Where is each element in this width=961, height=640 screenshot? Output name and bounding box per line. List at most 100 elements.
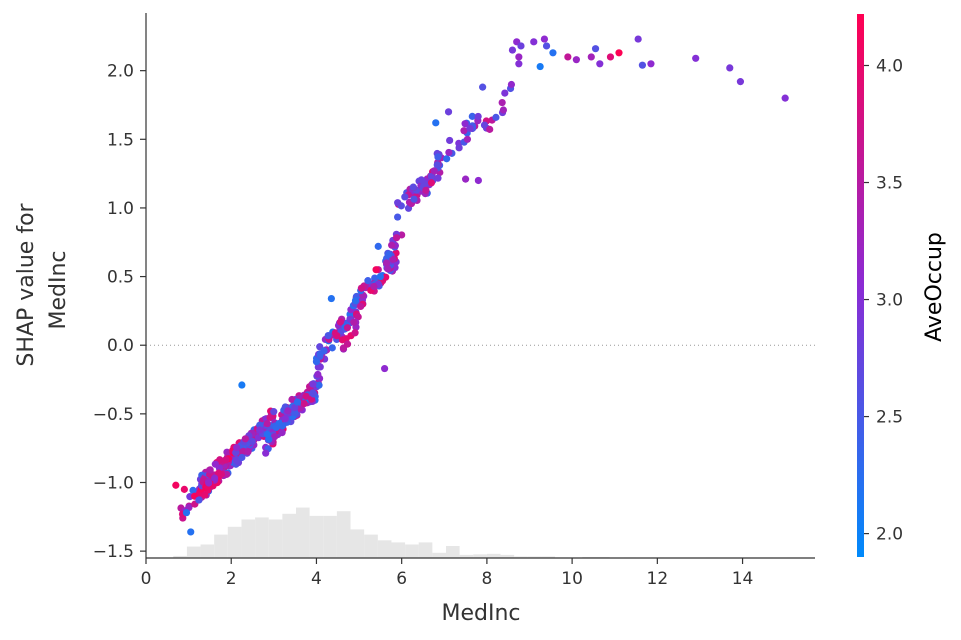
- data-point: [461, 120, 469, 128]
- data-point: [606, 53, 615, 61]
- data-point: [266, 413, 274, 422]
- data-point: [271, 433, 279, 441]
- data-point: [222, 456, 230, 464]
- data-point: [460, 127, 468, 135]
- data-point: [422, 186, 430, 194]
- data-point: [278, 429, 286, 437]
- data-point: [444, 108, 453, 116]
- data-point: [446, 136, 454, 145]
- histogram-bar: [377, 540, 392, 558]
- data-point: [461, 175, 470, 183]
- data-point: [309, 380, 317, 388]
- data-point: [357, 284, 366, 292]
- data-point: [354, 313, 362, 321]
- data-point: [430, 167, 438, 175]
- y-tick-label: −1.0: [93, 473, 134, 493]
- data-point: [432, 119, 440, 127]
- y-axis-title-line2: MedInc: [46, 250, 71, 329]
- histogram-bar: [473, 554, 487, 558]
- data-point: [262, 449, 270, 457]
- feature-histogram: [173, 507, 801, 558]
- data-point: [381, 364, 389, 373]
- y-tick-label: −1.5: [93, 542, 134, 562]
- histogram-bar: [200, 544, 215, 558]
- data-point: [692, 54, 700, 62]
- data-point: [410, 195, 418, 203]
- data-point: [351, 296, 360, 305]
- histogram-bar: [268, 519, 283, 558]
- data-point: [272, 423, 280, 432]
- y-tick-label: 0.0: [107, 336, 134, 356]
- x-tick-label: 2: [226, 569, 237, 589]
- x-tick-label: 6: [396, 569, 407, 589]
- data-point: [427, 179, 436, 187]
- histogram-bar: [173, 555, 187, 558]
- x-axis-ticks: 0 2 4 6 8 10 12 14: [141, 558, 754, 589]
- histogram-bar: [527, 556, 542, 558]
- data-point: [389, 255, 397, 263]
- histogram-bar: [336, 511, 351, 558]
- data-point: [291, 404, 299, 412]
- data-point: [364, 277, 372, 285]
- data-point: [284, 407, 292, 415]
- y-tick-label: 1.5: [107, 130, 134, 150]
- data-point: [515, 53, 523, 61]
- data-point: [187, 528, 195, 536]
- data-point: [530, 38, 538, 46]
- x-tick-label: 8: [481, 569, 492, 589]
- data-point: [492, 113, 500, 121]
- data-point: [327, 294, 335, 303]
- data-point: [638, 61, 647, 69]
- colorbar-tick-label: 3.5: [876, 174, 903, 194]
- data-point: [309, 389, 317, 397]
- histogram-bar: [391, 542, 406, 558]
- data-point: [486, 125, 494, 133]
- data-point: [216, 456, 224, 464]
- y-tick-label: 0.5: [107, 268, 134, 288]
- data-point: [324, 331, 332, 340]
- histogram-bar: [445, 546, 460, 558]
- data-point: [316, 350, 324, 358]
- data-point: [333, 332, 341, 340]
- data-point: [549, 49, 557, 57]
- data-point: [300, 400, 308, 408]
- histogram-bar: [486, 553, 501, 558]
- data-point: [182, 509, 191, 517]
- data-point: [384, 265, 392, 273]
- data-point: [382, 273, 390, 281]
- data-point: [507, 80, 516, 89]
- data-point: [517, 42, 525, 50]
- data-point: [564, 53, 572, 61]
- data-point: [351, 329, 359, 337]
- data-point: [615, 49, 623, 57]
- histogram-bar: [418, 542, 433, 558]
- data-point: [409, 183, 417, 191]
- histogram-bar: [227, 526, 242, 558]
- x-tick-label: 12: [647, 569, 669, 589]
- data-point: [479, 83, 487, 91]
- data-point: [394, 199, 402, 207]
- data-point: [401, 193, 409, 201]
- data-point: [288, 395, 296, 404]
- histogram-bar: [514, 556, 528, 558]
- histogram-bar: [323, 515, 337, 558]
- histogram-bar: [295, 507, 310, 558]
- data-point: [474, 112, 482, 121]
- data-point: [572, 56, 580, 64]
- x-tick-label: 14: [732, 569, 754, 589]
- data-point: [336, 318, 345, 326]
- colorbar-tick-label: 2.0: [876, 525, 903, 545]
- data-point: [468, 112, 476, 120]
- data-point: [328, 344, 336, 352]
- data-point: [241, 435, 249, 443]
- data-point: [647, 60, 655, 68]
- data-point: [293, 398, 302, 406]
- data-point: [376, 272, 384, 281]
- data-point: [281, 415, 289, 423]
- histogram-bar: [214, 534, 228, 558]
- x-axis-title: MedInc: [441, 601, 520, 626]
- colorbar-tick-label: 3.0: [876, 291, 903, 311]
- data-point: [736, 78, 745, 86]
- data-point: [480, 121, 489, 129]
